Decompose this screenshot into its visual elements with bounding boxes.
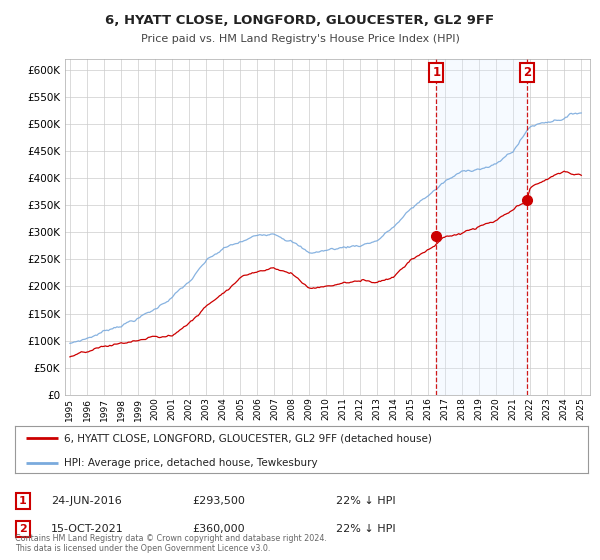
Text: £293,500: £293,500: [192, 496, 245, 506]
Text: 6, HYATT CLOSE, LONGFORD, GLOUCESTER, GL2 9FF: 6, HYATT CLOSE, LONGFORD, GLOUCESTER, GL…: [106, 14, 494, 27]
Text: 22% ↓ HPI: 22% ↓ HPI: [336, 496, 395, 506]
Text: 1: 1: [433, 66, 440, 79]
Text: 2: 2: [19, 524, 26, 534]
Text: Contains HM Land Registry data © Crown copyright and database right 2024.
This d: Contains HM Land Registry data © Crown c…: [15, 534, 327, 553]
Text: 24-JUN-2016: 24-JUN-2016: [51, 496, 122, 506]
Bar: [436, 59, 527, 395]
Text: £360,000: £360,000: [192, 524, 245, 534]
Text: HPI: Average price, detached house, Tewkesbury: HPI: Average price, detached house, Tewk…: [64, 458, 317, 468]
Text: 6, HYATT CLOSE, LONGFORD, GLOUCESTER, GL2 9FF (detached house): 6, HYATT CLOSE, LONGFORD, GLOUCESTER, GL…: [64, 433, 431, 444]
Text: 1: 1: [19, 496, 26, 506]
Text: 22% ↓ HPI: 22% ↓ HPI: [336, 524, 395, 534]
Text: Price paid vs. HM Land Registry's House Price Index (HPI): Price paid vs. HM Land Registry's House …: [140, 34, 460, 44]
Text: 15-OCT-2021: 15-OCT-2021: [51, 524, 124, 534]
Text: 2: 2: [523, 66, 531, 79]
